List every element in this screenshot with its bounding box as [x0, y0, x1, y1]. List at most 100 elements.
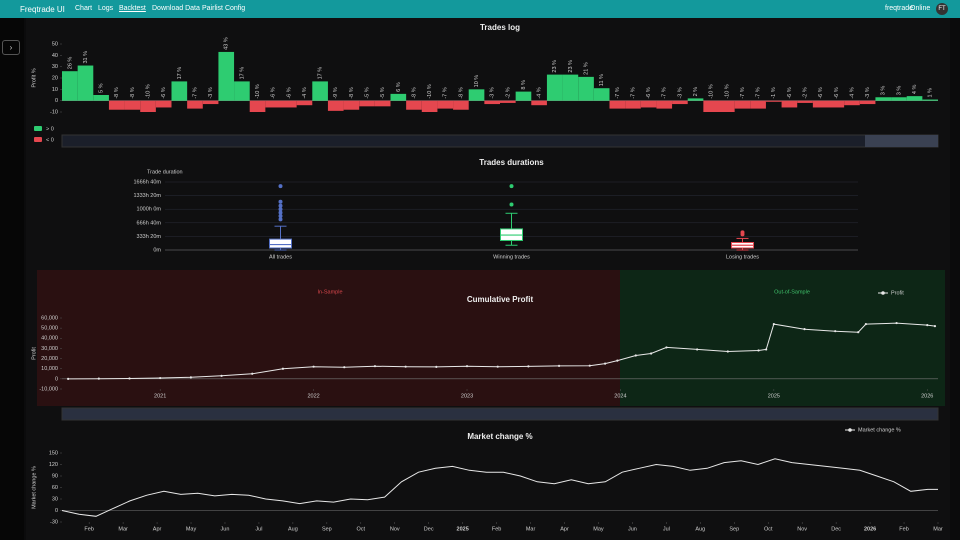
value-label: -5 %: [364, 87, 370, 98]
bar: [578, 76, 594, 101]
value-label: -6 %: [646, 87, 652, 98]
x-tick-label: 2023: [461, 393, 473, 399]
line: [61, 458, 938, 517]
value-label: 2 %: [693, 87, 699, 97]
nav-link[interactable]: Backtest: [119, 5, 146, 12]
outlier: [278, 217, 283, 222]
point: [864, 322, 867, 326]
y-axis-label: Market change %: [31, 466, 37, 509]
value-label: -6 %: [161, 87, 167, 98]
bar: [468, 89, 485, 101]
value-label: 5 %: [99, 83, 105, 93]
value-label: -3 %: [490, 87, 496, 98]
bar: [93, 95, 109, 101]
x-tick-label: Dec: [831, 526, 841, 532]
x-tick-label: 2026: [864, 526, 876, 532]
value-label: -8 %: [349, 87, 355, 98]
point: [803, 328, 806, 331]
outlier: [278, 199, 283, 204]
zoom-window[interactable]: [865, 135, 938, 147]
value-label: -5 %: [380, 87, 386, 98]
bar: [672, 100, 688, 105]
value-label: -4 %: [537, 87, 543, 98]
chart-title: Market change %: [467, 432, 532, 441]
nav-link[interactable]: Logs: [98, 5, 114, 12]
y-tick-label: 150: [49, 450, 58, 456]
value-label: 43 %: [224, 37, 230, 50]
y-tick-label: 0: [55, 376, 58, 382]
nav-link[interactable]: Download Data: [152, 5, 200, 12]
value-label: -7 %: [756, 87, 762, 98]
bar: [922, 99, 938, 101]
bar: [390, 93, 407, 101]
nav-link[interactable]: Chart: [75, 5, 93, 12]
value-label: -8 %: [411, 87, 417, 98]
value-label: 8 %: [521, 80, 527, 90]
bar: [562, 74, 579, 101]
bar: [374, 100, 391, 107]
legend-swatch: [881, 291, 885, 295]
point: [895, 321, 898, 325]
bar: [703, 100, 719, 112]
bar: [296, 100, 313, 106]
brand[interactable]: Freqtrade UI: [20, 5, 65, 14]
x-tick-label: Apr: [560, 526, 569, 532]
nav-link[interactable]: Pairlist Config: [202, 5, 246, 12]
value-label: 26 %: [67, 57, 73, 70]
bar: [593, 88, 610, 101]
y-tick-label: 0m: [153, 247, 161, 253]
bar: [234, 81, 250, 101]
bar: [531, 100, 547, 106]
outlier: [278, 184, 283, 189]
value-label: 10 %: [474, 75, 480, 88]
bar: [359, 100, 375, 107]
x-tick-label: Losing trades: [726, 254, 759, 260]
y-tick-label: -10,000: [39, 386, 58, 392]
y-tick-label: 1000h 0m: [137, 207, 162, 213]
x-tick-label: Nov: [797, 526, 807, 532]
y-axis-label: Profit %: [31, 68, 37, 87]
value-label: -7 %: [630, 87, 636, 98]
bar: [343, 100, 360, 110]
avatar[interactable]: FT: [936, 3, 948, 15]
bar: [406, 100, 422, 110]
sidebar-toggle[interactable]: ›: [2, 40, 20, 55]
bar: [719, 100, 735, 112]
value-label: 17 %: [239, 67, 245, 80]
bar: [656, 100, 673, 109]
bar: [891, 97, 907, 101]
point: [696, 348, 699, 351]
value-label: 31 %: [83, 51, 89, 64]
point: [757, 349, 760, 352]
value-label: 4 %: [912, 85, 918, 95]
y-tick-label: 0: [55, 508, 58, 514]
bar: [171, 81, 188, 101]
y-tick-label: 30: [52, 496, 58, 502]
y-tick-label: 90: [52, 473, 58, 479]
point: [189, 376, 192, 379]
legend-swatch: [34, 137, 42, 142]
zoom-slider[interactable]: [61, 407, 939, 421]
x-tick-label: Dec: [424, 526, 434, 532]
bar: [797, 100, 813, 103]
point: [159, 376, 162, 380]
x-tick-label: Mar: [526, 526, 536, 532]
bar: [312, 81, 328, 101]
point: [128, 377, 131, 380]
bar: [202, 100, 219, 105]
y-tick-label: 30,000: [41, 346, 58, 352]
bar: [77, 65, 94, 101]
bar: [124, 100, 141, 110]
point: [312, 365, 315, 368]
legend-label: Market change %: [858, 427, 901, 433]
value-label: 21 %: [583, 62, 589, 75]
y-axis-label: Trade duration: [147, 169, 183, 175]
zoom-slider[interactable]: [61, 134, 939, 148]
bar: [500, 100, 516, 103]
point: [465, 365, 469, 368]
bar: [844, 100, 860, 106]
point: [97, 377, 100, 380]
point: [603, 362, 607, 365]
x-tick-label: Nov: [390, 526, 400, 532]
